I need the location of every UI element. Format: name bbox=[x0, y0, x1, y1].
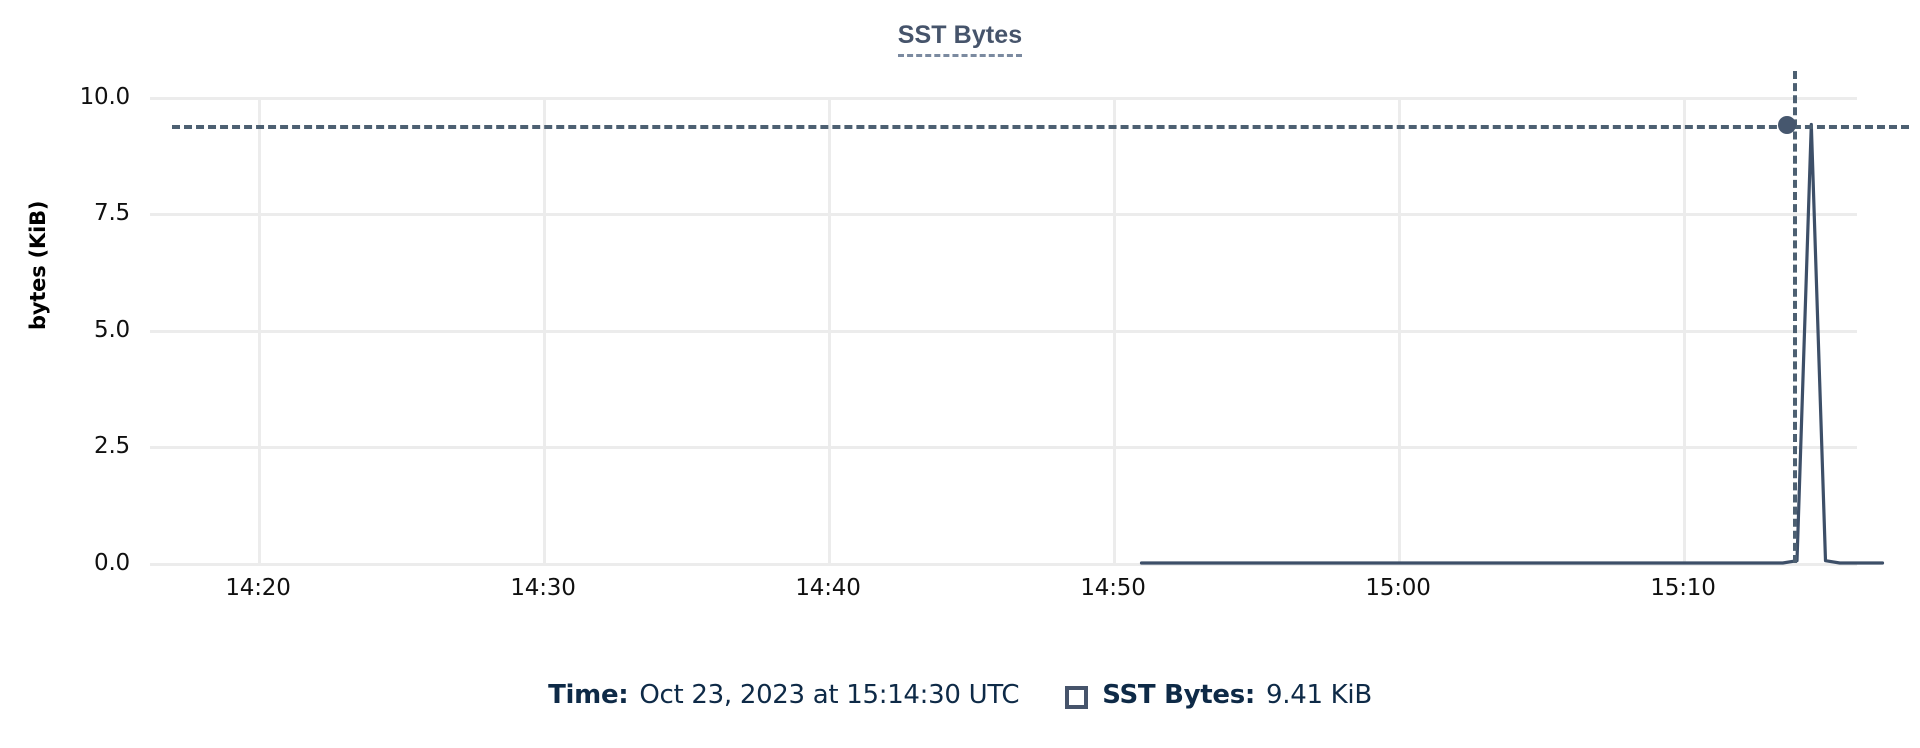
peak-marker[interactable] bbox=[1770, 105, 1810, 145]
gridline-vertical-1450 bbox=[1113, 97, 1116, 563]
x-tick-label-1440: 14:40 bbox=[795, 575, 861, 601]
time-crosshair-vertical bbox=[1793, 71, 1797, 563]
series-plot bbox=[1139, 122, 1885, 565]
gridline-vertical-1500 bbox=[1398, 97, 1401, 563]
y-tick-label-7-5: 7.5 bbox=[94, 200, 130, 226]
x-tick-label-1420: 14:20 bbox=[225, 575, 291, 601]
chart-title: SST Bytes bbox=[0, 20, 1920, 57]
x-tick-label-1450: 14:50 bbox=[1080, 575, 1146, 601]
tooltip-time-value: Oct 23, 2023 at 15:14:30 UTC bbox=[639, 680, 1020, 710]
series-line-sst-bytes bbox=[1139, 122, 1885, 565]
gridline-horizontal-7-5 bbox=[150, 213, 1857, 216]
gridline-horizontal-2-5 bbox=[150, 446, 1857, 449]
gridline-vertical-1420 bbox=[258, 97, 261, 563]
tooltip-footer: Time: Oct 23, 2023 at 15:14:30 UTC SST B… bbox=[0, 680, 1920, 710]
gridline-vertical-1440 bbox=[828, 97, 831, 563]
x-tick-label-1510: 15:10 bbox=[1650, 575, 1716, 601]
series-color-swatch-icon bbox=[1065, 685, 1089, 709]
tooltip-time-label: Time: bbox=[548, 680, 629, 710]
y-tick-label-2-5: 2.5 bbox=[94, 433, 130, 459]
x-tick-label-1500: 15:00 bbox=[1365, 575, 1431, 601]
plot-area[interactable] bbox=[150, 71, 1909, 566]
y-tick-label-5: 5.0 bbox=[94, 317, 130, 343]
y-tick-label-10: 10.0 bbox=[79, 84, 131, 110]
tooltip-series-label: SST Bytes: bbox=[1102, 680, 1256, 710]
peak-reference-line-horizontal bbox=[172, 125, 1909, 129]
x-tick-label-1430: 14:30 bbox=[510, 575, 576, 601]
gridline-horizontal-10 bbox=[150, 97, 1857, 100]
y-tick-label-0: 0.0 bbox=[94, 550, 130, 576]
gridline-vertical-1510 bbox=[1683, 97, 1686, 563]
chart-title-text: SST Bytes bbox=[897, 20, 1023, 57]
gridline-horizontal-0 bbox=[150, 563, 1857, 566]
gridline-vertical-1430 bbox=[543, 97, 546, 563]
gridline-horizontal-5 bbox=[150, 330, 1857, 333]
tooltip-series-value: 9.41 KiB bbox=[1266, 680, 1372, 710]
